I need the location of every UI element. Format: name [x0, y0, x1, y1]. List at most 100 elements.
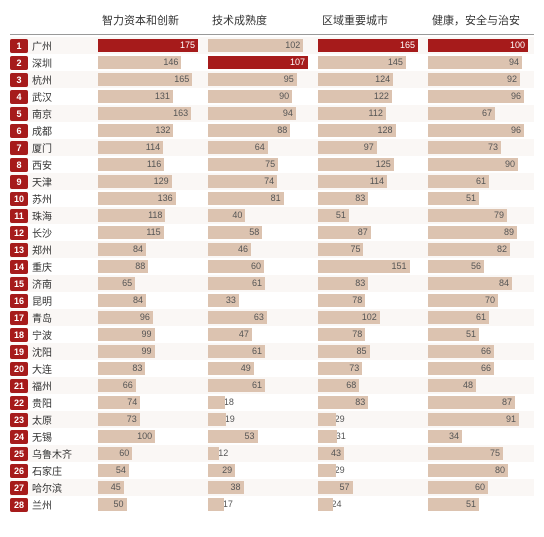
bar-value: 61: [252, 278, 262, 288]
bar-value: 90: [505, 159, 515, 169]
bar: 49: [208, 362, 254, 375]
metric-cell: 70: [424, 294, 534, 307]
bar: 61: [428, 175, 489, 188]
table-row: 20大连83497366: [10, 360, 534, 377]
rank-badge: 19: [10, 345, 28, 359]
bar: 58: [208, 226, 262, 239]
bar: 165: [98, 73, 192, 86]
table-row: 8西安1167512590: [10, 156, 534, 173]
metric-cell: 145: [314, 56, 424, 69]
bar: 54: [98, 464, 129, 477]
bar: 88: [98, 260, 148, 273]
table-row: 10苏州136818351: [10, 190, 534, 207]
bar: 81: [208, 192, 284, 205]
metric-cell: 136: [94, 192, 204, 205]
bar-value: 29: [222, 465, 232, 475]
rank-badge: 27: [10, 481, 28, 495]
bar: 90: [428, 158, 518, 171]
metric-cell: 129: [94, 175, 204, 188]
table-row: 15济南65618384: [10, 275, 534, 292]
bar: 63: [208, 311, 267, 324]
bar-value: 112: [369, 108, 383, 118]
bar-value: 122: [374, 91, 389, 101]
bar: 96: [98, 311, 153, 324]
metric-cell: 83: [314, 396, 424, 409]
bar: 136: [98, 192, 176, 205]
table-row: 25乌鲁木齐60124375: [10, 445, 534, 462]
bar-value: 87: [502, 397, 512, 407]
city-name: 郑州: [30, 242, 94, 257]
bar: 114: [318, 175, 387, 188]
city-name: 石家庄: [30, 463, 94, 478]
metric-cell: 87: [314, 226, 424, 239]
bar-value: 51: [466, 329, 476, 339]
metric-cell: 94: [204, 107, 314, 120]
table-row: 13郑州84467582: [10, 241, 534, 258]
bar-value: 60: [251, 261, 261, 271]
metric-cell: 128: [314, 124, 424, 137]
bar-value: 74: [264, 176, 274, 186]
bar-value: 33: [226, 295, 236, 305]
metric-cell: 75: [314, 243, 424, 256]
city-name: 武汉: [30, 89, 94, 104]
table-row: 23太原73192991: [10, 411, 534, 428]
metric-cell: 53: [204, 430, 314, 443]
bar: 64: [208, 141, 268, 154]
bar-value: 118: [148, 210, 162, 220]
bar-value: 107: [290, 57, 305, 67]
bar: 90: [208, 90, 292, 103]
metric-cell: 61: [204, 379, 314, 392]
bar-value: 29: [335, 465, 345, 475]
metric-cell: 95: [204, 73, 314, 86]
bar: 29: [208, 464, 235, 477]
bar: [208, 413, 226, 426]
city-name: 宁波: [30, 327, 94, 342]
table-row: 4武汉1319012296: [10, 88, 534, 105]
rank-badge: 5: [10, 107, 28, 121]
bar: 75: [428, 447, 503, 460]
bar: 118: [98, 209, 165, 222]
bar-value: 34: [449, 431, 459, 441]
bar-value: 19: [225, 414, 235, 424]
metric-cell: 61: [204, 277, 314, 290]
bar-value: 151: [391, 261, 406, 271]
rank-badge: 2: [10, 56, 28, 70]
bar-value: 56: [471, 261, 481, 271]
bar: 84: [428, 277, 512, 290]
bar: 87: [428, 396, 515, 409]
bar-value: 66: [481, 346, 491, 356]
bar: [318, 464, 336, 477]
bar: [318, 430, 337, 443]
bar-value: 58: [249, 227, 259, 237]
bar: 60: [428, 481, 488, 494]
city-name: 贵阳: [30, 395, 94, 410]
city-name: 哈尔滨: [30, 480, 94, 495]
bar: 74: [98, 396, 140, 409]
metric-cell: 78: [314, 328, 424, 341]
city-name: 南京: [30, 106, 94, 121]
city-name: 重庆: [30, 259, 94, 274]
metric-cell: 46: [204, 243, 314, 256]
metric-cell: 48: [424, 379, 534, 392]
metric-cell: 43: [314, 447, 424, 460]
metric-cell: 49: [204, 362, 314, 375]
bar: 78: [318, 294, 365, 307]
table-row: 21福州66616848: [10, 377, 534, 394]
metric-cell: 118: [94, 209, 204, 222]
bar-value: 53: [245, 431, 255, 441]
metric-cell: 47: [204, 328, 314, 341]
bar-value: 75: [265, 159, 275, 169]
bar-value: 84: [133, 244, 143, 254]
city-name: 太原: [30, 412, 94, 427]
bar: 66: [98, 379, 136, 392]
metric-cell: 107: [204, 56, 314, 69]
bar: 116: [98, 158, 164, 171]
bar-value: 114: [370, 176, 384, 186]
bar-value: 48: [463, 380, 473, 390]
bar: 50: [98, 498, 127, 511]
metric-cell: 92: [424, 73, 534, 86]
bar-value: 51: [466, 499, 476, 509]
city-name: 大连: [30, 361, 94, 376]
bar-value: 129: [154, 176, 169, 186]
bar: 68: [318, 379, 359, 392]
